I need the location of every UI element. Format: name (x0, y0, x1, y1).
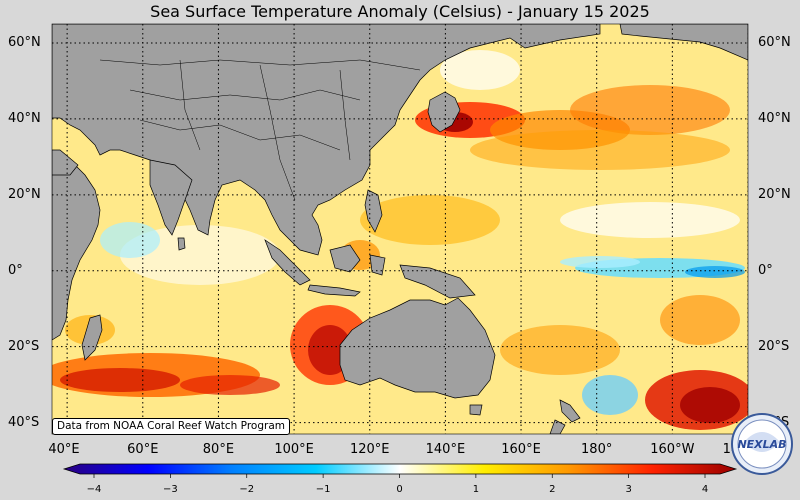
graticule (52, 24, 748, 434)
longitude-label: 140°E (425, 442, 466, 457)
land-north-america (619, 24, 748, 61)
longitude-label: 180° (581, 442, 613, 457)
colorbar (62, 463, 738, 478)
colorbar-tick-label: −2 (239, 484, 255, 495)
land-new-zealand (559, 399, 581, 423)
land-asia (52, 24, 601, 256)
longitude-label: 40°E (48, 442, 80, 457)
latitude-label: 0° (758, 262, 773, 278)
longitude-label: 100°E (274, 442, 314, 457)
colorbar-tick-label: 3 (625, 484, 632, 495)
longitude-label: 120°E (349, 442, 390, 457)
land-indonesia (264, 239, 311, 286)
colorbar-tick-label: −1 (315, 484, 331, 495)
data-credit-label: Data from NOAA Coral Reef Watch Program (52, 418, 290, 435)
land-india (149, 159, 193, 236)
colorbar-tick-label: −3 (163, 484, 178, 495)
land-africa (52, 154, 101, 341)
latitude-label: 40°N (758, 110, 791, 126)
longitude-label: 80°E (202, 442, 235, 457)
land-australia (339, 297, 496, 399)
nexlab-logo[interactable]: NEXLAB (730, 412, 794, 476)
latitude-label: 40°S (8, 414, 40, 430)
latitude-label: 20°N (758, 186, 791, 202)
longitude-label: 60°E (127, 442, 159, 457)
latitude-label: 0° (8, 262, 23, 278)
country-borders (99, 59, 421, 201)
map-title: Sea Surface Temperature Anomaly (Celsius… (150, 2, 650, 21)
land-new-guinea (399, 264, 476, 299)
logo-text: NEXLAB (737, 438, 786, 451)
longitude-label: 160°E (501, 442, 541, 457)
latitude-label: 40°N (8, 110, 41, 126)
colorbar-tick-label: 1 (472, 484, 480, 495)
latitude-label: 20°S (758, 338, 790, 354)
map-frame (51, 23, 749, 435)
latitude-label: 20°N (8, 186, 41, 202)
land-japan (427, 91, 461, 133)
colorbar-bar (62, 463, 738, 475)
colorbar-tick-label: 4 (701, 484, 709, 495)
latitude-label: 20°S (8, 338, 40, 354)
colorbar-tick-label: 0 (396, 484, 403, 495)
land-masses (52, 24, 748, 434)
land-madagascar (81, 314, 103, 361)
latitude-label: 60°N (758, 34, 791, 50)
colorbar-tick-label: 2 (549, 484, 556, 495)
latitude-label: 60°N (8, 34, 41, 50)
longitude-label: 160°W (650, 442, 695, 457)
colorbar-tick-label: −4 (86, 484, 102, 495)
